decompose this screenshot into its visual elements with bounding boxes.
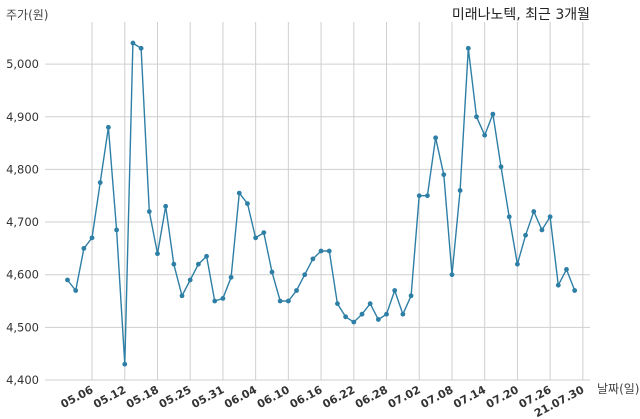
- data-point: [146, 209, 152, 214]
- data-point: [555, 282, 561, 288]
- data-point: [531, 209, 537, 214]
- data-point: [261, 230, 267, 235]
- y-tick-label: 4,700: [6, 215, 39, 229]
- y-tick-label: 4,800: [6, 162, 39, 176]
- x-tick-label: 07.02: [386, 383, 423, 411]
- data-point: [187, 277, 193, 283]
- data-series: [65, 40, 578, 367]
- x-tick-label: 05.25: [157, 383, 194, 411]
- data-point: [392, 288, 398, 293]
- chart-title: 미래나노텍, 최근 3개월: [451, 7, 590, 23]
- data-point: [130, 40, 136, 46]
- x-tick-label: 06.28: [353, 383, 390, 411]
- data-point: [204, 253, 209, 259]
- data-point: [163, 203, 169, 209]
- data-point: [449, 272, 455, 278]
- data-point: [138, 45, 144, 51]
- data-point: [572, 288, 578, 293]
- data-point: [269, 269, 275, 275]
- y-tick-label: 4,600: [6, 268, 39, 282]
- x-tick-label: 06.22: [320, 383, 357, 411]
- data-point: [89, 235, 95, 241]
- x-tick-label: 05.06: [59, 383, 96, 411]
- data-point: [547, 214, 553, 220]
- data-point: [343, 314, 349, 320]
- data-point: [400, 311, 406, 317]
- data-point: [433, 135, 438, 141]
- data-point: [318, 248, 324, 254]
- data-point: [375, 317, 381, 322]
- data-point: [326, 248, 332, 254]
- y-tick-label: 4,400: [6, 373, 39, 387]
- data-point: [474, 114, 479, 120]
- x-tick-label: 06.04: [222, 383, 259, 411]
- data-point: [228, 274, 234, 280]
- data-point: [384, 311, 389, 317]
- data-point: [171, 261, 177, 267]
- data-point: [97, 180, 103, 185]
- y-tick-label: 5,000: [6, 57, 39, 71]
- data-point: [65, 277, 70, 283]
- data-point: [408, 293, 414, 299]
- data-point: [515, 261, 520, 267]
- data-point: [441, 172, 447, 178]
- grid: [45, 22, 590, 381]
- data-point: [155, 251, 160, 257]
- data-point: [416, 193, 422, 199]
- data-point: [498, 164, 504, 170]
- data-point: [506, 214, 512, 220]
- data-point: [294, 288, 299, 293]
- data-point: [335, 301, 340, 307]
- data-point: [302, 272, 308, 278]
- data-point: [539, 227, 545, 233]
- y-axis-label: 주가(원): [6, 8, 49, 22]
- data-point: [81, 245, 87, 251]
- data-point: [310, 256, 316, 262]
- data-point: [367, 301, 373, 307]
- x-tick-label: 07.20: [484, 383, 521, 411]
- data-point: [236, 190, 242, 196]
- data-point: [195, 261, 201, 267]
- data-point: [457, 188, 463, 193]
- data-point: [564, 267, 569, 272]
- x-tick-label: 05.31: [190, 383, 227, 411]
- data-point: [425, 193, 430, 199]
- x-tick-label: 05.18: [124, 383, 161, 411]
- data-point: [285, 298, 291, 304]
- y-tick-label: 4,900: [6, 110, 39, 124]
- x-tick-label: 06.10: [255, 383, 292, 411]
- data-point: [73, 288, 79, 293]
- data-point: [523, 232, 528, 238]
- data-point: [220, 295, 226, 301]
- x-axis-label: 날짜(일): [597, 382, 640, 396]
- data-point: [114, 227, 119, 233]
- data-point: [122, 361, 128, 367]
- data-point: [490, 111, 496, 117]
- data-point: [245, 201, 250, 207]
- x-tick-label: 05.12: [91, 383, 128, 411]
- data-point: [179, 293, 185, 299]
- data-point: [277, 298, 283, 304]
- data-point: [351, 319, 357, 325]
- data-point: [482, 132, 488, 138]
- data-point: [212, 298, 218, 304]
- y-tick-label: 4,500: [6, 320, 39, 334]
- x-tick-label: 06.16: [288, 383, 325, 411]
- data-point: [106, 124, 111, 130]
- x-tick-label: 07.14: [451, 383, 488, 411]
- data-point: [253, 235, 259, 241]
- x-tick-label: 07.08: [419, 383, 456, 411]
- data-point: [359, 311, 365, 317]
- data-point: [465, 45, 471, 51]
